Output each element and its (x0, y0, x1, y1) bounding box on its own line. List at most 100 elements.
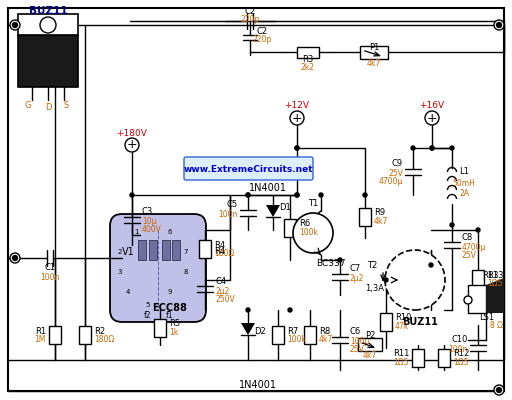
Circle shape (338, 258, 342, 262)
Circle shape (130, 193, 134, 197)
Circle shape (295, 146, 299, 150)
Circle shape (363, 193, 367, 197)
Text: 1k: 1k (169, 328, 178, 337)
Circle shape (246, 308, 250, 312)
Text: 1,3A: 1,3A (366, 284, 385, 292)
Bar (18, 14, 78, 36)
Bar (49, 326, 61, 344)
Circle shape (384, 278, 388, 282)
Bar (18, 35, 78, 87)
Text: 4k7: 4k7 (319, 336, 333, 344)
Text: R4: R4 (214, 240, 225, 250)
Text: 100k: 100k (287, 336, 306, 344)
Text: 4k7: 4k7 (363, 350, 377, 360)
Text: C8: C8 (462, 232, 473, 242)
Text: C3: C3 (142, 208, 153, 216)
Bar (149, 240, 157, 260)
Text: 100n: 100n (449, 345, 468, 354)
Circle shape (385, 250, 445, 310)
Bar (304, 326, 316, 344)
Text: L1: L1 (459, 168, 469, 176)
Bar (359, 208, 371, 226)
Text: +: + (292, 112, 302, 124)
Text: R13: R13 (487, 270, 503, 280)
Circle shape (319, 193, 323, 197)
Text: 1Ω5: 1Ω5 (487, 280, 502, 288)
Circle shape (476, 228, 480, 232)
Text: P1: P1 (369, 44, 379, 52)
Text: R13: R13 (482, 270, 498, 280)
Text: 400V: 400V (142, 226, 162, 234)
Circle shape (464, 296, 472, 304)
Circle shape (430, 146, 434, 150)
Circle shape (425, 111, 439, 125)
Text: T2: T2 (367, 260, 377, 270)
Circle shape (246, 193, 250, 197)
Text: 180Ω: 180Ω (214, 250, 234, 258)
Text: LS1: LS1 (479, 314, 495, 322)
Text: 100n: 100n (219, 210, 238, 219)
Text: 1N4001: 1N4001 (249, 183, 287, 193)
Text: 220p: 220p (240, 16, 260, 24)
Text: 47k: 47k (395, 322, 409, 331)
Text: R2: R2 (94, 326, 105, 336)
Text: 1Ω5: 1Ω5 (394, 358, 409, 367)
Text: 8: 8 (184, 269, 188, 275)
Bar (412, 348, 424, 366)
Text: 2k2: 2k2 (301, 64, 314, 72)
Text: 25V: 25V (462, 250, 477, 260)
Text: R4: R4 (215, 248, 226, 256)
Circle shape (10, 20, 20, 30)
Text: D1: D1 (279, 202, 291, 212)
Text: R7: R7 (287, 326, 298, 336)
Circle shape (497, 22, 501, 28)
Text: +180V: +180V (117, 128, 147, 138)
Bar (360, 46, 388, 59)
Bar (172, 240, 180, 260)
Circle shape (10, 253, 20, 263)
Text: 9: 9 (168, 289, 172, 295)
Text: R11: R11 (393, 349, 409, 358)
Text: BC337: BC337 (316, 258, 346, 268)
Text: 50mH: 50mH (453, 178, 476, 188)
Circle shape (295, 193, 299, 197)
FancyBboxPatch shape (110, 214, 206, 322)
Text: G: G (25, 100, 31, 110)
Text: 2µ2: 2µ2 (350, 274, 365, 283)
Text: R12: R12 (453, 349, 470, 358)
Text: 4700µ: 4700µ (462, 242, 486, 252)
Circle shape (411, 146, 415, 150)
Text: +: + (126, 138, 137, 152)
Text: 6: 6 (168, 229, 172, 235)
Text: R3: R3 (302, 56, 313, 64)
Text: 100n: 100n (40, 272, 60, 282)
Text: 25V: 25V (388, 169, 403, 178)
Text: C2: C2 (244, 6, 255, 16)
Bar (199, 240, 211, 258)
Bar (296, 46, 318, 58)
Text: 250V: 250V (215, 294, 234, 304)
Bar (138, 240, 146, 260)
Bar (154, 318, 166, 336)
Text: www.ExtremeCircuits.net: www.ExtremeCircuits.net (184, 166, 314, 174)
Polygon shape (266, 205, 280, 217)
Text: +: + (426, 112, 437, 124)
Text: R1: R1 (35, 326, 46, 336)
Text: 4: 4 (126, 289, 130, 295)
Text: f1: f1 (166, 310, 174, 320)
Text: 1M: 1M (35, 336, 46, 344)
Text: 1N4001: 1N4001 (239, 380, 277, 390)
Circle shape (40, 17, 56, 33)
Circle shape (430, 146, 434, 150)
Circle shape (293, 213, 333, 253)
Bar (358, 338, 382, 351)
Text: f2: f2 (144, 310, 152, 320)
Text: C1: C1 (45, 264, 56, 272)
Polygon shape (241, 323, 255, 335)
Text: 1: 1 (134, 229, 138, 235)
Text: C9: C9 (392, 159, 403, 168)
Bar (284, 218, 296, 236)
Bar (380, 312, 392, 330)
Bar (438, 348, 450, 366)
Circle shape (429, 263, 433, 267)
